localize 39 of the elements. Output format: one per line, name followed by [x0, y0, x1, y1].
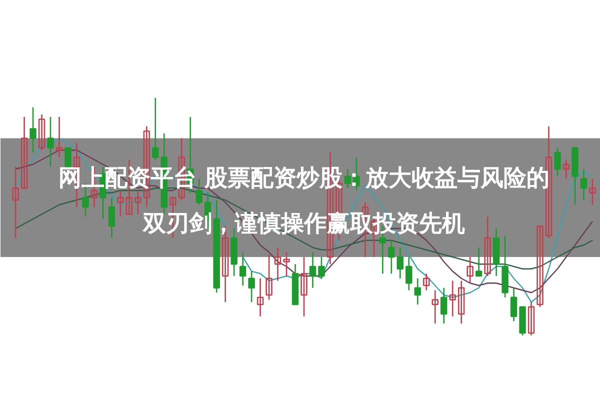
candlestick	[239, 252, 246, 286]
candlestick	[528, 301, 535, 336]
candlestick	[484, 216, 491, 277]
candlestick	[510, 287, 518, 322]
candlestick	[449, 280, 456, 318]
candlestick	[458, 280, 465, 324]
candlestick	[20, 116, 28, 189]
candlestick	[414, 278, 421, 306]
candlestick	[134, 190, 142, 215]
candlestick	[406, 256, 412, 291]
candlestick	[152, 97, 159, 160]
candlestick	[440, 287, 448, 324]
candlestick	[283, 252, 290, 277]
candlestick	[117, 190, 124, 218]
candlestick	[309, 252, 316, 289]
candlestick	[108, 196, 116, 239]
candlestick	[222, 225, 229, 303]
candlestick	[47, 116, 54, 168]
candlestick	[562, 158, 570, 180]
candlestick	[432, 290, 438, 324]
candlestick	[248, 270, 255, 303]
candlestick	[423, 272, 430, 291]
candlestick	[475, 246, 482, 277]
candlestick	[388, 240, 395, 274]
candlestick	[274, 246, 282, 282]
candlestick	[536, 225, 544, 308]
candlestick	[318, 256, 325, 280]
candlestick	[30, 106, 36, 154]
candlestick	[466, 256, 474, 284]
candlestick	[266, 254, 272, 300]
candlestick	[38, 114, 46, 151]
candlestick	[300, 256, 308, 318]
candlestick	[12, 166, 19, 239]
candlestick	[580, 168, 588, 201]
candlestick	[554, 147, 561, 177]
candlestick	[56, 116, 63, 158]
candlestick	[396, 246, 404, 280]
candlestick	[589, 178, 596, 206]
candlestick	[256, 278, 264, 318]
